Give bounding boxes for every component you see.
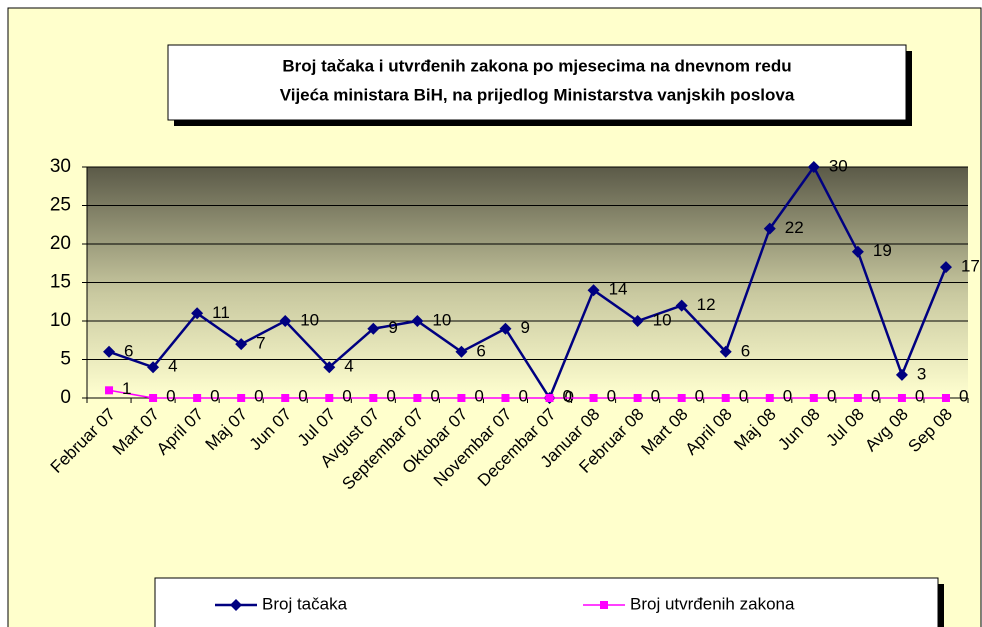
title-box: Broj tačaka i utvrđenih zakona po mjesec… xyxy=(167,44,912,126)
data-label: 17 xyxy=(961,257,980,276)
marker-square xyxy=(677,394,686,402)
marker-square xyxy=(237,394,246,402)
data-label: 4 xyxy=(344,357,353,376)
data-label: 22 xyxy=(785,218,804,237)
marker-diamond xyxy=(719,345,732,358)
data-label: 30 xyxy=(829,156,848,175)
marker-square xyxy=(589,394,598,402)
marker-square xyxy=(633,394,642,402)
marker-diamond xyxy=(499,322,512,335)
legend-label: Broj utvrđenih zakona xyxy=(630,594,795,613)
legend-box xyxy=(154,577,939,627)
marker-diamond xyxy=(763,222,776,235)
data-label: 0 xyxy=(430,386,439,405)
data-label: 9 xyxy=(388,318,397,337)
marker-square xyxy=(853,394,862,402)
data-label: 0 xyxy=(342,386,351,405)
data-label: 1 xyxy=(122,379,131,398)
marker-square xyxy=(105,386,114,395)
chart-title: Vijeća ministara BiH, na prijedlog Minis… xyxy=(280,85,795,104)
data-label: 10 xyxy=(300,310,319,329)
y-tick-label: 5 xyxy=(60,349,71,370)
data-label: 0 xyxy=(827,386,836,405)
data-label: 0 xyxy=(518,386,527,405)
legend-marker xyxy=(600,601,608,609)
marker-square xyxy=(897,394,906,402)
marker-square xyxy=(325,394,334,402)
y-tick-label: 20 xyxy=(50,233,71,254)
data-label: 3 xyxy=(917,364,926,383)
y-tick-label: 30 xyxy=(50,156,71,177)
data-label: 9 xyxy=(520,318,529,337)
marker-diamond xyxy=(675,299,688,312)
marker-square xyxy=(457,394,466,402)
marker-diamond xyxy=(323,361,336,374)
y-tick-label: 25 xyxy=(50,195,71,216)
data-label: 0 xyxy=(565,387,574,406)
marker-diamond xyxy=(851,245,864,258)
legend-label: Broj tačaka xyxy=(262,594,348,613)
data-label: 0 xyxy=(386,386,395,405)
data-label: 0 xyxy=(783,386,792,405)
marker-square xyxy=(413,394,422,402)
marker-square xyxy=(369,394,378,402)
marker-square xyxy=(193,394,202,402)
data-label: 0 xyxy=(695,386,704,405)
title-background xyxy=(167,44,907,121)
data-label: 0 xyxy=(298,386,307,405)
marker-diamond xyxy=(235,338,248,351)
legend-marker xyxy=(230,599,242,611)
marker-diamond xyxy=(147,361,160,374)
data-label: 0 xyxy=(210,386,219,405)
data-label: 10 xyxy=(653,310,672,329)
marker-diamond xyxy=(895,368,908,381)
marker-diamond xyxy=(279,315,292,327)
data-label: 6 xyxy=(124,341,133,360)
marker-diamond xyxy=(191,307,204,320)
marker-square xyxy=(941,394,950,402)
data-label: 0 xyxy=(254,386,263,405)
chart-title: Broj tačaka i utvrđenih zakona po mjesec… xyxy=(282,56,791,75)
y-tick-label: 0 xyxy=(60,387,71,408)
marker-square xyxy=(809,394,818,402)
data-label: 6 xyxy=(741,341,750,360)
data-label: 0 xyxy=(915,386,924,405)
series-line xyxy=(108,164,948,401)
data-label: 0 xyxy=(474,386,483,405)
data-label: 12 xyxy=(697,295,716,314)
marker-diamond xyxy=(939,261,952,274)
data-label: 19 xyxy=(873,241,892,260)
marker-diamond xyxy=(587,284,600,297)
data-label: 10 xyxy=(432,310,451,329)
data-label: 0 xyxy=(651,386,660,405)
marker-diamond xyxy=(631,315,644,327)
series-line xyxy=(108,389,946,399)
marker-diamond xyxy=(411,315,424,327)
data-label: 14 xyxy=(609,280,628,299)
marker-square xyxy=(501,394,510,402)
data-label: 6 xyxy=(476,341,485,360)
y-tick-label: 10 xyxy=(50,310,71,331)
data-label: 7 xyxy=(256,334,265,353)
y-tick-label: 15 xyxy=(50,272,71,293)
data-label: 0 xyxy=(739,386,748,405)
marker-square xyxy=(765,394,774,402)
marker-square xyxy=(721,394,730,402)
marker-diamond xyxy=(103,345,116,358)
marker-square xyxy=(545,394,554,402)
marker-diamond xyxy=(367,322,380,335)
data-label: 0 xyxy=(959,386,968,405)
data-label: 0 xyxy=(166,386,175,405)
marker-diamond xyxy=(807,161,820,173)
data-label: 11 xyxy=(212,303,230,322)
data-label: 0 xyxy=(563,386,572,405)
marker-square xyxy=(281,394,290,402)
marker-square xyxy=(149,394,158,402)
marker-diamond xyxy=(455,345,468,358)
data-label: 0 xyxy=(607,386,616,405)
data-label: 4 xyxy=(168,357,177,376)
data-label: 0 xyxy=(871,386,880,405)
